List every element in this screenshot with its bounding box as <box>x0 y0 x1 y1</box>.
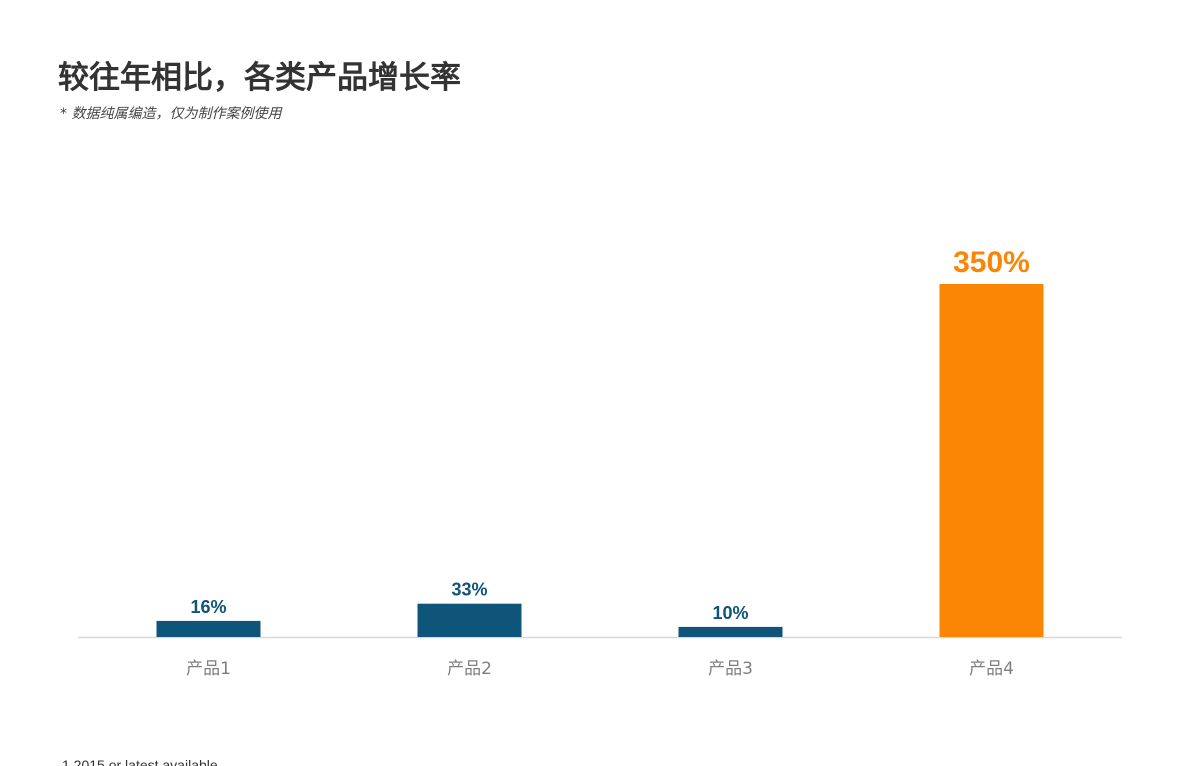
x-tick-label-2: 产品2 <box>447 659 492 679</box>
value-labels-group: 16% 33% 10% 350% <box>190 246 1029 623</box>
x-tick-label-4: 产品4 <box>969 659 1014 679</box>
value-label-3: 10% <box>712 603 748 623</box>
bar-2 <box>417 603 522 637</box>
value-label-2: 33% <box>451 580 487 600</box>
bars-group <box>156 284 1044 637</box>
bar-3 <box>678 626 783 637</box>
chart-subtitle: * 数据纯属编造，仅为制作案例使用 <box>60 106 282 122</box>
x-tick-label-3: 产品3 <box>708 659 753 679</box>
x-tick-label-1: 产品1 <box>186 659 231 679</box>
bar-1 <box>156 620 261 637</box>
footnote: 1 2015 or latest available <box>62 757 218 766</box>
x-tick-labels-group: 产品1 产品2 产品3 产品4 <box>186 659 1014 679</box>
value-label-1: 16% <box>190 597 226 617</box>
value-label-4: 350% <box>953 246 1030 279</box>
bar-4 <box>939 284 1044 637</box>
chart-title: 较往年相比，各类产品增长率 <box>58 60 461 96</box>
